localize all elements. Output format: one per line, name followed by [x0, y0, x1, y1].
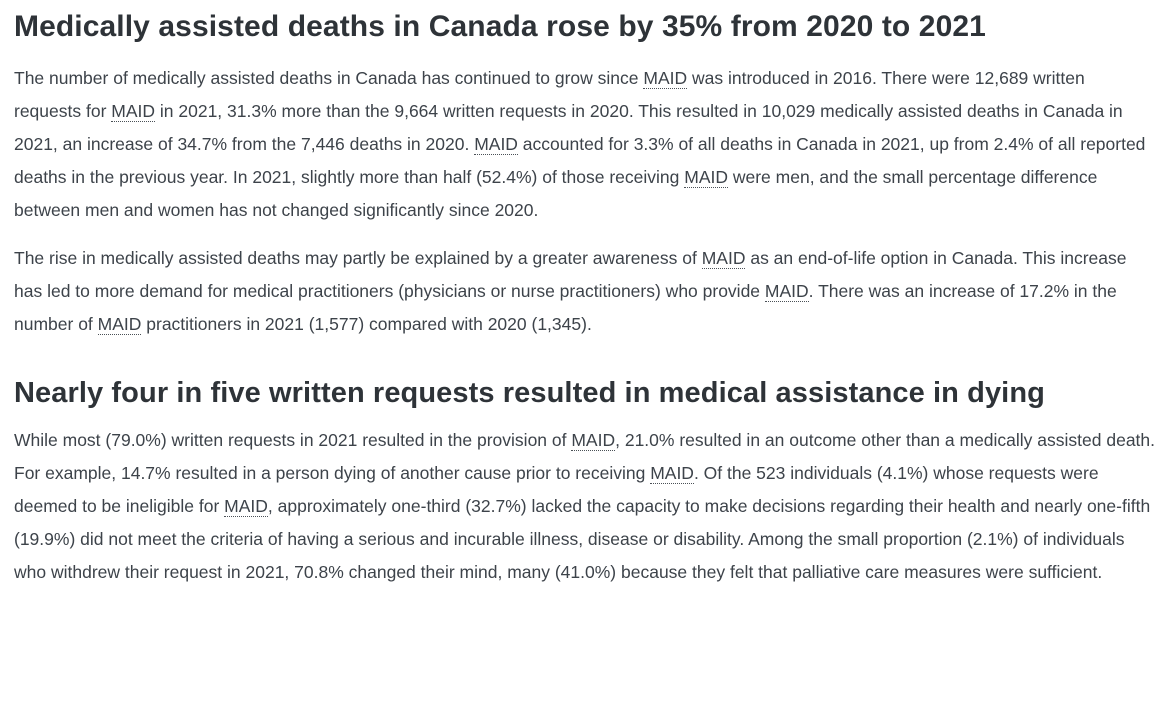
article-body: Medically assisted deaths in Canada rose… [14, 10, 1156, 589]
paragraph-maid-awareness: The rise in medically assisted deaths ma… [14, 242, 1156, 341]
abbr-maid[interactable]: MAID [701, 247, 746, 269]
abbr-maid[interactable]: MAID [571, 429, 616, 451]
abbr-maid[interactable]: MAID [111, 100, 156, 122]
text-run: The rise in medically assisted deaths ma… [14, 247, 702, 268]
abbr-maid[interactable]: MAID [97, 313, 142, 335]
text-run: , approximately one-third (32.7%) lacked… [14, 495, 1151, 582]
text-run: . Of the 523 individuals (4.1%) whose re… [14, 462, 1099, 516]
abbr-maid[interactable]: MAID [643, 67, 688, 89]
text-run: as an end-of-life option in Canada. This… [14, 247, 1127, 301]
text-run: . There was an increase of 17.2% in the … [14, 280, 1117, 334]
abbr-maid[interactable]: MAID [764, 280, 809, 302]
text-run: was introduced in 2016. There were 12,68… [14, 67, 1085, 121]
paragraph-maid-growth: The number of medically assisted deaths … [14, 62, 1156, 227]
text-run: practitioners in 2021 (1,577) compared w… [141, 313, 592, 334]
abbr-maid[interactable]: MAID [474, 133, 518, 155]
text-run: The number of medically assisted deaths … [14, 67, 644, 88]
paragraph-request-outcomes: While most (79.0%) written requests in 2… [14, 424, 1156, 589]
text-run: accounted for 3.3% of all deaths in Cana… [14, 133, 1146, 187]
abbr-maid[interactable]: MAID [650, 462, 694, 484]
text-run: While most (79.0%) written requests in 2… [14, 429, 572, 450]
section-heading-written-requests: Nearly four in five written requests res… [14, 376, 1045, 409]
text-run: , 21.0% resulted in an outcome other tha… [14, 429, 1156, 483]
article-title: Medically assisted deaths in Canada rose… [14, 10, 986, 43]
abbr-maid[interactable]: MAID [684, 166, 728, 188]
text-run: in 2021, 31.3% more than the 9,664 writt… [14, 100, 1123, 154]
text-run: were men, and the small percentage diffe… [14, 166, 1098, 220]
abbr-maid[interactable]: MAID [224, 495, 268, 517]
